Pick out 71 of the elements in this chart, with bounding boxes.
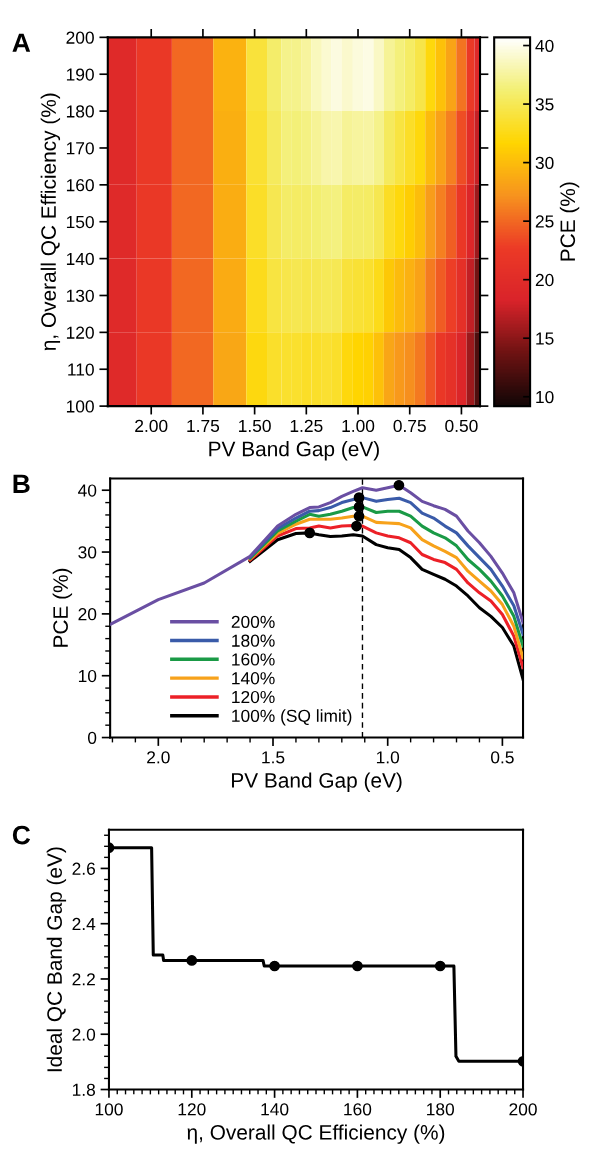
x-tick-label: 160 — [344, 1103, 372, 1116]
point — [352, 960, 363, 972]
point — [269, 960, 280, 972]
color-bar-title: PCE (%) — [559, 182, 580, 261]
legend-label: 160% — [232, 653, 275, 666]
color-bar-label: 40 — [535, 39, 554, 52]
x-tick-label: 200 — [509, 1103, 537, 1116]
legend-label: 200% — [231, 615, 275, 629]
x-tick-label: 1.0 — [376, 751, 400, 764]
y-axis-title: Ideal QC Band Gap (eV) — [46, 847, 67, 1072]
x-tick-label: 0.50 — [445, 419, 478, 433]
color-bar-label: 30 — [535, 156, 554, 170]
x-tick-label: 2.0 — [147, 751, 170, 764]
text: B — [13, 474, 30, 493]
x-tick-label: 1.5 — [262, 751, 285, 764]
text: C — [12, 825, 31, 845]
x-tick-label: 0.75 — [393, 419, 426, 433]
y-tick-label: 0 — [87, 731, 97, 745]
point — [304, 527, 316, 539]
y-tick-label: 2.2 — [72, 973, 95, 986]
y-tick-label: 170 — [66, 142, 94, 155]
y-tick-label: 1.8 — [72, 1083, 96, 1096]
point — [353, 501, 365, 513]
y-tick-label: 2.6 — [72, 862, 96, 875]
y-tick-label: 190 — [66, 68, 94, 81]
x-tick-label: 1.25 — [290, 419, 323, 433]
color-bar-label: 10 — [536, 390, 554, 404]
x-tick-label: 180 — [427, 1103, 455, 1116]
y-axis-title: η, Overall QC Efficiency (%) — [40, 93, 61, 351]
color-bar-label: 20 — [535, 273, 554, 287]
x-tick-label: 100 — [95, 1103, 123, 1116]
y-tick-label: 20 — [78, 608, 97, 621]
y-tick-label: 160 — [66, 179, 94, 192]
y-tick-label: 2.4 — [72, 917, 96, 930]
y-tick-label: 40 — [78, 484, 97, 497]
legend-label: 100% (SQ limit) — [232, 709, 352, 726]
y-tick-label: 100 — [66, 400, 94, 413]
y-tick-label: 150 — [66, 215, 94, 229]
x-axis-title: PV Band Gap (eV) — [232, 772, 402, 792]
x-tick-label: 2.00 — [135, 419, 168, 433]
x-axis-title: η, Overall QC Efficiency (%) — [187, 1124, 445, 1144]
point — [353, 510, 365, 522]
x-tick-label: 120 — [178, 1103, 206, 1116]
y-tick-label: 30 — [78, 546, 97, 559]
y-tick-label: 130 — [66, 289, 94, 302]
point — [351, 520, 362, 532]
x-tick-label: 140 — [261, 1103, 289, 1116]
legend-label: 180% — [232, 634, 275, 647]
x-tick-label: 0.5 — [491, 751, 514, 764]
legend-label: 140% — [232, 672, 275, 685]
y-tick-label: 180 — [66, 105, 94, 118]
point — [434, 960, 446, 972]
y-tick-label: 2.0 — [72, 1028, 96, 1041]
point — [353, 492, 365, 503]
x-tick-label: 1.75 — [187, 419, 220, 433]
y-tick-label: 10 — [78, 669, 97, 683]
x-axis-title: PV Band Gap (eV) — [209, 441, 379, 461]
color-bar-label: 25 — [535, 215, 554, 228]
y-tick-label: 200 — [66, 31, 94, 44]
legend-label: 120% — [232, 690, 275, 704]
y-axis-title: PCE (%) — [52, 568, 73, 647]
point — [393, 479, 405, 491]
y-tick-label: 140 — [66, 252, 94, 266]
x-tick-label: 1.00 — [342, 419, 375, 433]
x-tick-label: 1.50 — [239, 419, 271, 433]
y-tick-label: 110 — [68, 363, 94, 376]
color-bar-label: 35 — [535, 98, 554, 111]
point — [186, 955, 198, 966]
y-tick-label: 120 — [66, 326, 94, 339]
color-bar-label: 15 — [536, 332, 554, 345]
text: A — [12, 33, 31, 52]
